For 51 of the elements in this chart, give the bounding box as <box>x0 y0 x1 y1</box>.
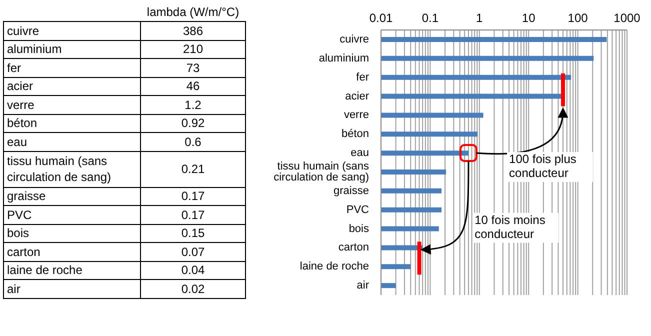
category-label: verre <box>4 96 140 114</box>
category-label: laine de roche <box>4 261 140 280</box>
data-label: 386 <box>140 22 246 40</box>
y-tick-label: eau <box>350 146 369 159</box>
y-tick-label: fer <box>356 71 370 84</box>
category-label: eau <box>4 132 140 151</box>
y-tick-label: carton <box>338 242 369 254</box>
category-label: fer <box>4 58 140 77</box>
y-tick-label: tissu humain (sans circulation de sang) <box>274 160 370 184</box>
text: lambda (W/m/°C) <box>146 4 240 21</box>
y-tick-label: cuivre <box>340 33 369 46</box>
data-label: 0.17 <box>140 206 246 224</box>
y-tick-label: PVC <box>346 204 370 216</box>
data-label: 0.21 <box>140 151 246 187</box>
category-label: acier <box>4 77 140 96</box>
y-tick-label: béton <box>341 128 369 140</box>
x-tick-label: 10 <box>522 11 536 25</box>
annotation: 10 fois moins conducteur <box>474 212 546 241</box>
annotation: 100 fois plus conducteur <box>509 152 576 180</box>
x-tick-label: 1 <box>476 11 484 25</box>
category-label: béton <box>4 114 140 132</box>
y-tick-label: air <box>356 279 370 292</box>
data-label: 0.92 <box>140 114 246 132</box>
x-tick-label: 1000 <box>614 11 641 25</box>
category-label: PVC <box>4 206 140 224</box>
x-tick-label: 100 <box>568 11 588 25</box>
y-tick-label: aluminium <box>318 52 369 64</box>
category-label: bois <box>4 224 140 242</box>
y-tick-label: graisse <box>334 184 369 197</box>
y-tick-label: bois <box>348 222 370 235</box>
x-tick-label: 0.01 <box>369 11 393 25</box>
category-label: air <box>4 280 140 298</box>
category-label: cuivre <box>4 22 140 40</box>
data-label: 0.17 <box>140 187 246 206</box>
data-label: 0.15 <box>140 224 246 242</box>
category-label: graisse <box>4 187 140 206</box>
data-label: 0.02 <box>140 280 246 298</box>
x-tick-label: 0.1 <box>422 11 439 25</box>
category-label: tissu humain (sans circulation de sang) <box>4 151 140 187</box>
y-tick-label: laine de roche <box>300 260 369 273</box>
y-tick-label: verre <box>344 109 369 122</box>
data-label: 0.6 <box>140 132 246 151</box>
data-label: 73 <box>140 58 246 77</box>
data-label: 0.07 <box>140 242 246 261</box>
category-label: aluminium <box>4 40 140 58</box>
data-label: 1.2 <box>140 96 246 114</box>
data-label: 210 <box>140 40 246 58</box>
y-tick-label: acier <box>345 90 370 102</box>
data-label: 0.04 <box>140 261 246 280</box>
data-label: 46 <box>140 77 246 96</box>
category-label: carton <box>4 242 140 261</box>
